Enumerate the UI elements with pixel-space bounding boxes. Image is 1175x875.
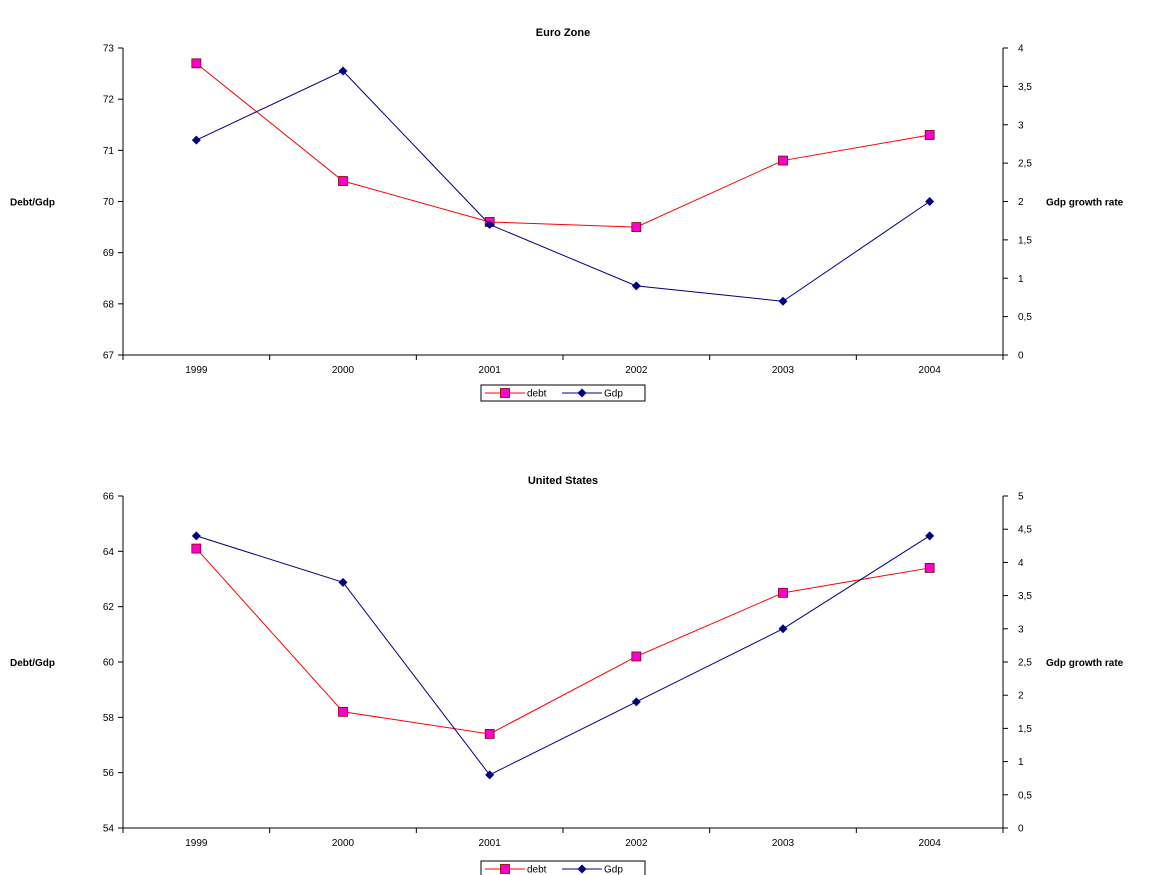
x-tick-label: 1999: [185, 365, 208, 376]
x-tick-label: 2004: [919, 838, 942, 849]
x-tick-label: 2002: [625, 838, 648, 849]
data-point-Gdp: [631, 281, 641, 291]
left-tick-label: 62: [103, 602, 115, 613]
left-tick-label: 67: [103, 351, 115, 362]
right-tick-label: 0,5: [1018, 790, 1032, 801]
right-tick-label: 4,5: [1018, 525, 1032, 536]
data-point-debt: [191, 543, 202, 554]
y2-axis-label: Gdp growth rate: [1046, 658, 1124, 669]
data-point-Gdp: [338, 66, 348, 76]
series-line-Gdp: [196, 70, 930, 302]
data-point-Gdp: [925, 197, 935, 206]
right-tick-label: 0: [1018, 351, 1024, 362]
right-tick-label: 3,5: [1018, 591, 1032, 602]
data-point-debt: [631, 651, 642, 662]
data-point-Gdp: [485, 770, 495, 780]
data-point-Gdp: [485, 220, 495, 230]
data-point-Gdp: [778, 296, 788, 306]
data-point-Gdp: [338, 577, 348, 587]
right-tick-label: 5: [1018, 492, 1024, 503]
chart-1: United States5456586062646600,511,522,53…: [10, 475, 1124, 875]
legend-label-Gdp: Gdp: [604, 389, 623, 400]
left-tick-label: 68: [103, 299, 115, 310]
legend-label-Gdp: Gdp: [604, 865, 623, 875]
left-tick-label: 66: [103, 492, 115, 503]
y2-axis-label: Gdp growth rate: [1046, 198, 1124, 209]
legend-label-debt: debt: [527, 865, 547, 875]
chart-title: Euro Zone: [536, 27, 590, 39]
legend-marker-Gdp: [577, 864, 587, 874]
data-point-debt: [338, 706, 348, 717]
data-point-debt: [924, 563, 935, 573]
x-tick-label: 2003: [772, 838, 795, 849]
data-point-Gdp: [191, 135, 201, 145]
x-tick-label: 2001: [479, 365, 502, 376]
right-tick-label: 1: [1018, 757, 1024, 768]
right-tick-label: 2,5: [1018, 658, 1032, 669]
data-point-debt: [631, 222, 642, 232]
legend: debt Gdp: [480, 384, 646, 402]
data-point-debt: [338, 176, 348, 186]
x-tick-label: 2004: [919, 365, 942, 376]
x-tick-label: 2000: [332, 838, 355, 849]
x-tick-label: 2003: [772, 365, 795, 376]
data-point-Gdp: [778, 624, 788, 634]
left-tick-label: 54: [103, 824, 115, 835]
data-point-Gdp: [191, 531, 201, 541]
right-tick-label: 3: [1018, 624, 1024, 635]
left-tick-label: 58: [103, 713, 115, 724]
right-tick-label: 2,5: [1018, 159, 1032, 170]
series-line-Gdp: [196, 535, 930, 776]
x-tick-label: 2002: [625, 365, 648, 376]
left-tick-label: 56: [103, 768, 115, 779]
data-point-debt: [778, 155, 788, 166]
data-point-debt: [191, 58, 202, 69]
left-tick-label: 69: [103, 248, 115, 259]
right-tick-label: 0: [1018, 824, 1024, 835]
right-tick-label: 1,5: [1018, 724, 1032, 735]
data-point-debt: [484, 729, 495, 739]
series-line-debt: [196, 62, 930, 228]
data-point-debt: [778, 587, 788, 598]
x-tick-label: 2000: [332, 365, 355, 376]
legend-marker-Gdp: [577, 388, 587, 398]
legend-marker-debt: [500, 864, 510, 874]
right-tick-label: 3,5: [1018, 82, 1032, 93]
left-tick-label: 70: [103, 197, 115, 208]
legend-label-debt: debt: [527, 389, 547, 400]
chart-title: United States: [528, 475, 598, 487]
chart-0: Euro Zone 67 68 69 70 71 72 73 0 0,5 1 1,5 2 2,5 3 3,5 4…: [10, 27, 1124, 402]
data-point-Gdp: [925, 531, 935, 541]
left-tick-label: 73: [103, 44, 115, 55]
right-tick-label: 3: [1018, 120, 1024, 131]
right-tick-label: 4: [1018, 44, 1024, 55]
left-tick-label: 64: [103, 547, 115, 558]
left-tick-label: 72: [103, 95, 115, 106]
right-tick-label: 1,5: [1018, 235, 1032, 246]
right-tick-label: 1: [1018, 274, 1024, 285]
legend-marker-debt: [500, 388, 510, 398]
legend: debt Gdp: [480, 860, 646, 875]
legend-box: [480, 860, 646, 875]
data-point-debt: [924, 130, 935, 140]
left-tick-label: 60: [103, 658, 115, 669]
x-tick-label: 2001: [479, 838, 502, 849]
x-tick-label: 1999: [185, 838, 208, 849]
right-tick-label: 0,5: [1018, 312, 1032, 323]
data-point-Gdp: [631, 697, 641, 707]
series-line-debt: [195, 548, 930, 735]
y-axis-label: Debt/Gdp: [10, 198, 55, 209]
right-tick-label: 2: [1018, 197, 1024, 208]
y-axis-label: Debt/Gdp: [10, 658, 55, 669]
right-tick-label: 4: [1018, 558, 1024, 569]
right-tick-label: 2: [1018, 691, 1024, 702]
left-tick-label: 71: [103, 146, 115, 157]
